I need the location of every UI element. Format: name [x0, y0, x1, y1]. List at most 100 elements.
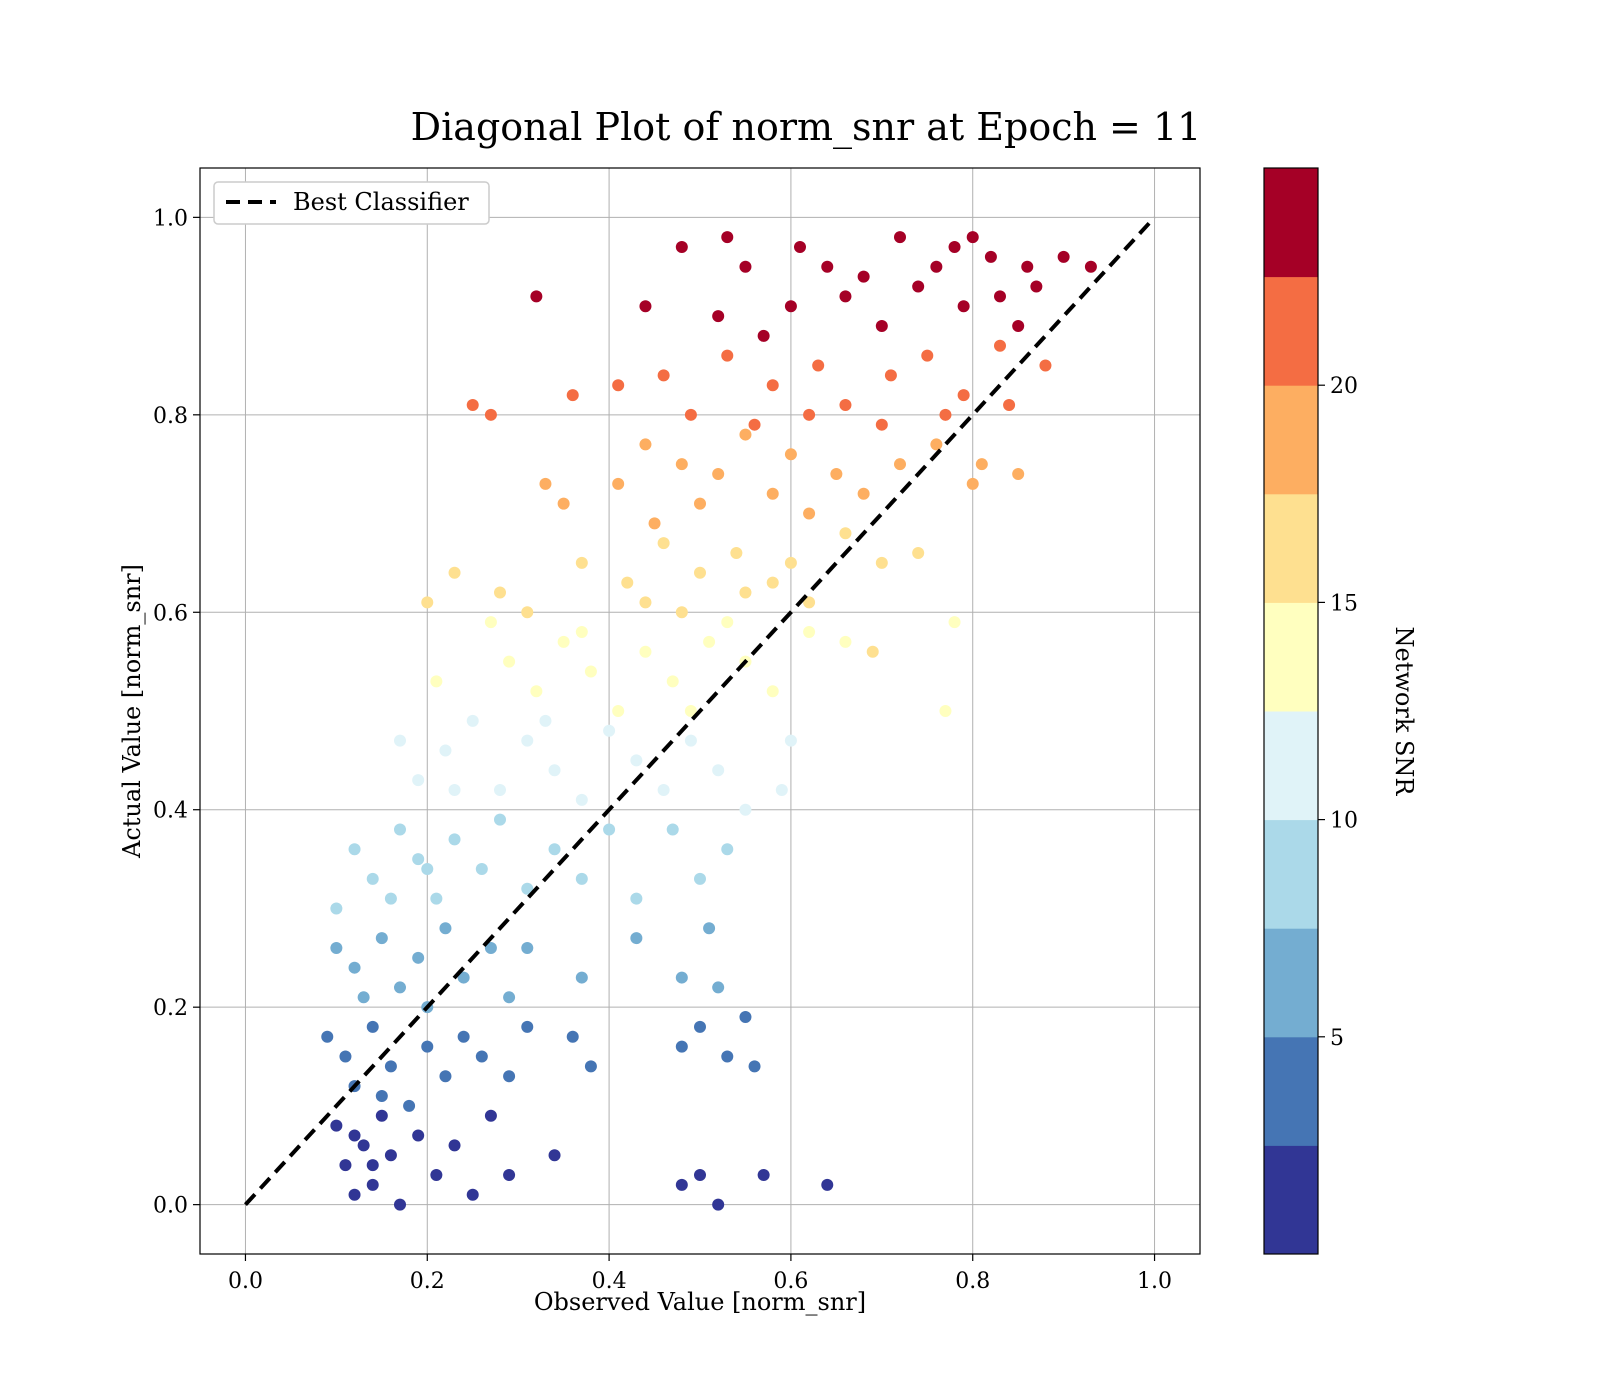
data-point	[748, 418, 761, 431]
data-point	[330, 902, 343, 915]
data-point	[812, 359, 825, 372]
data-point	[521, 606, 534, 619]
data-point	[894, 458, 906, 471]
data-point	[539, 714, 552, 727]
data-point	[494, 783, 506, 796]
data-point	[1003, 398, 1016, 411]
data-point	[784, 734, 797, 747]
data-point	[394, 1198, 406, 1211]
data-point	[575, 971, 588, 984]
data-point	[1039, 359, 1052, 372]
data-point	[403, 1099, 416, 1112]
data-point	[612, 705, 625, 717]
data-point	[684, 734, 697, 747]
data-point	[784, 556, 797, 569]
data-point	[421, 862, 434, 875]
data-point	[357, 991, 370, 1004]
data-point	[939, 408, 952, 421]
data-point	[694, 1169, 706, 1182]
data-point	[894, 231, 906, 244]
data-point	[612, 379, 625, 392]
data-point	[1084, 260, 1097, 273]
data-point	[521, 1020, 534, 1033]
data-point	[694, 566, 706, 579]
data-point	[639, 596, 652, 609]
x-axis-label: Observed Value [norm_snr]	[534, 1288, 866, 1316]
data-point	[348, 1129, 361, 1142]
data-point	[839, 527, 852, 540]
colorbar-segment	[1264, 602, 1318, 712]
data-point	[366, 1020, 379, 1033]
data-point	[803, 596, 816, 609]
data-point	[366, 1178, 379, 1191]
x-tick-label: 0.0	[228, 1269, 263, 1294]
data-point	[948, 240, 961, 253]
data-point	[757, 329, 770, 342]
data-point	[448, 566, 461, 579]
data-point	[494, 586, 506, 599]
data-point	[503, 991, 516, 1004]
y-tick-label: 0.0	[153, 1194, 188, 1219]
data-point	[457, 971, 470, 984]
data-point	[348, 1188, 361, 1201]
data-point	[657, 783, 670, 796]
data-point	[875, 319, 888, 332]
data-point	[948, 616, 961, 629]
data-point	[839, 398, 852, 411]
scatter-points	[321, 231, 1097, 1211]
data-point	[584, 665, 597, 678]
data-point	[884, 369, 897, 382]
data-point	[603, 724, 616, 737]
data-point	[530, 290, 543, 303]
data-point	[630, 932, 643, 945]
data-point	[321, 1030, 334, 1043]
legend-box	[213, 181, 490, 225]
legend: Best Classifier	[213, 181, 490, 225]
data-point	[712, 764, 725, 777]
data-point	[766, 685, 779, 698]
y-axis-label: Actual Value [norm_snr]	[118, 564, 146, 859]
data-point	[339, 1050, 352, 1063]
data-point	[930, 260, 943, 273]
data-point	[357, 1139, 370, 1152]
data-point	[394, 981, 406, 994]
x-tick-label: 0.6	[773, 1269, 808, 1294]
x-axis-ticks: 0.0 0.2 0.4 0.6 0.8 1.0	[228, 1254, 1172, 1294]
data-point	[575, 872, 588, 885]
data-point	[484, 1109, 497, 1122]
data-point	[957, 389, 970, 402]
data-point	[639, 300, 652, 313]
data-point	[603, 823, 616, 836]
data-point	[966, 477, 979, 490]
data-point	[757, 1169, 770, 1182]
y-tick-label: 0.8	[153, 404, 188, 429]
x-tick-label: 0.4	[592, 1269, 627, 1294]
data-point	[466, 714, 479, 727]
data-point	[957, 300, 970, 313]
data-point	[921, 349, 934, 362]
data-point	[657, 537, 670, 550]
data-point	[984, 250, 997, 263]
data-point	[912, 547, 925, 560]
colorbar-tick-label: 20	[1330, 374, 1358, 399]
data-point	[703, 635, 716, 648]
data-point	[439, 1070, 452, 1083]
colorbar-segment	[1264, 385, 1318, 495]
data-point	[412, 774, 425, 787]
data-point	[648, 517, 661, 530]
colorbar-segment	[1264, 711, 1318, 821]
data-point	[575, 626, 588, 639]
data-point	[439, 744, 452, 757]
data-point	[503, 1070, 516, 1083]
data-point	[975, 458, 988, 471]
data-point	[821, 1178, 834, 1191]
data-point	[966, 231, 979, 244]
data-point	[684, 408, 697, 421]
data-point	[384, 892, 397, 905]
data-point	[466, 1188, 479, 1201]
data-point	[739, 1011, 752, 1024]
data-point	[421, 1040, 434, 1053]
data-point	[466, 398, 479, 411]
y-axis-ticks: 0.0 0.2 0.4 0.6 0.8 1.0	[153, 206, 200, 1219]
data-point	[784, 300, 797, 313]
